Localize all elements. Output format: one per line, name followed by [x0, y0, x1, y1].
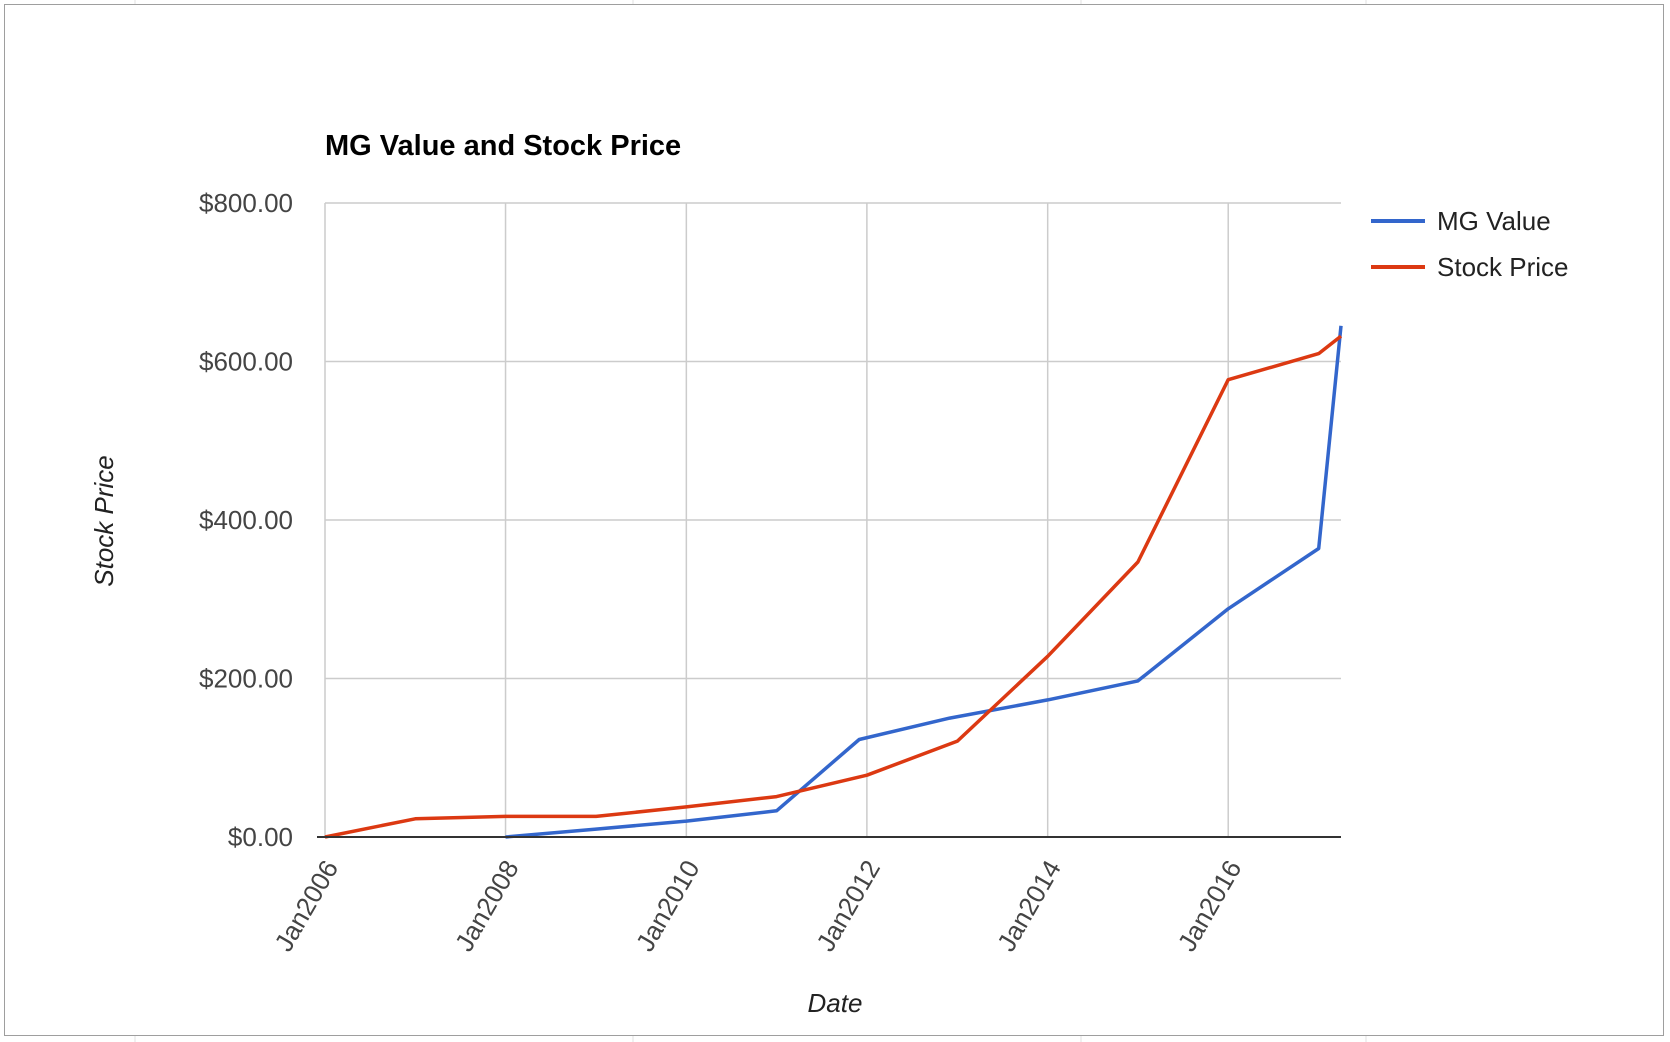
y-tick-label: $0.00 [228, 822, 293, 852]
legend-label-mg-value: MG Value [1437, 206, 1551, 236]
y-axis-label: Stock Price [89, 455, 119, 587]
legend[interactable]: MG Value Stock Price [1371, 206, 1569, 282]
chart-title: MG Value and Stock Price [325, 130, 681, 162]
x-axis-label: Date [808, 988, 863, 1018]
series-line-stock-price[interactable] [324, 334, 1343, 839]
y-tick-label: $800.00 [199, 188, 293, 218]
series-line-mg-value[interactable] [505, 325, 1343, 839]
line-chart: $0.00 $200.00 $400.00 $600.00 $800.00 Jan2006… [89, 130, 1569, 1018]
x-tick-label: Jan2006 [268, 855, 344, 956]
y-tick-label: $600.00 [199, 347, 293, 377]
x-tick-label: Jan2008 [449, 855, 525, 956]
x-tick-label: Jan2016 [1172, 855, 1248, 956]
legend-label-stock-price: Stock Price [1437, 252, 1569, 282]
axes: $0.00 $200.00 $400.00 $600.00 $800.00 Jan2006… [199, 188, 1341, 956]
y-tick-label: $400.00 [199, 505, 293, 535]
chart-container[interactable]: $0.00 $200.00 $400.00 $600.00 $800.00 Jan2006… [4, 4, 1664, 1036]
y-tick-label: $200.00 [199, 664, 293, 694]
x-tick-label: Jan2012 [810, 855, 886, 956]
x-tick-label: Jan2010 [630, 855, 706, 956]
grid-lines [324, 202, 1341, 837]
series-lines [324, 325, 1343, 839]
x-tick-label: Jan2014 [991, 855, 1067, 956]
